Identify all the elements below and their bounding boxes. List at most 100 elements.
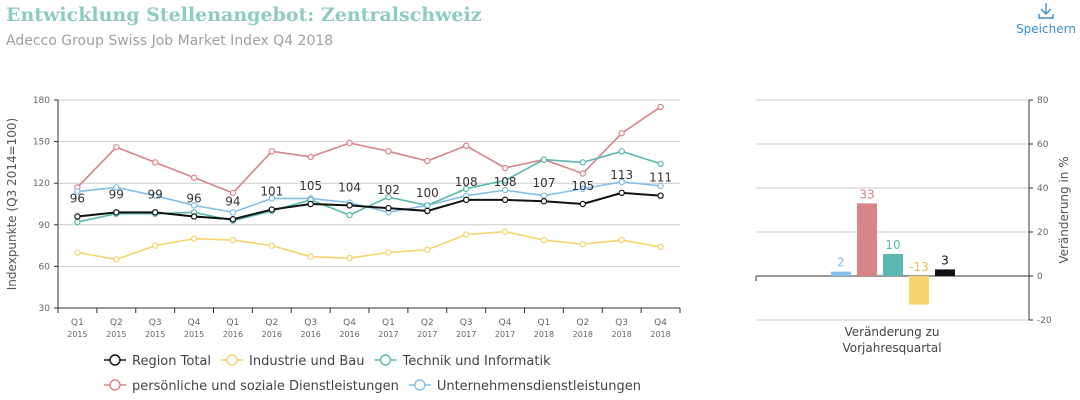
data-point [579, 241, 587, 248]
data-point [113, 256, 120, 263]
data-label: 105 [299, 179, 322, 193]
y-axis-label: Veränderung in % [1057, 156, 1071, 263]
x-tick-label: Q2 [576, 318, 589, 328]
data-point [151, 159, 159, 166]
data-label: 99 [109, 187, 124, 201]
series-line [77, 230, 661, 261]
data-point [579, 170, 587, 177]
data-point [151, 242, 159, 249]
series-line [77, 191, 661, 221]
data-point [346, 254, 353, 262]
x-tick-label-year: 2017 [495, 330, 515, 339]
data-label: 113 [610, 168, 633, 182]
data-label: 108 [494, 175, 517, 189]
data-point [540, 236, 548, 244]
data-point [307, 253, 314, 260]
data-point [190, 174, 198, 181]
legend-marker [379, 354, 392, 366]
x-tick-label: Q3 [149, 318, 162, 328]
legend-label: Region Total [132, 354, 211, 369]
data-point [657, 243, 664, 251]
data-point [462, 196, 470, 204]
y-tick-label: -20 [1037, 316, 1052, 326]
data-point [229, 209, 237, 216]
data-point [501, 186, 509, 194]
bar [909, 276, 929, 305]
x-tick-label: Q1 [71, 318, 84, 328]
x-tick-label-year: 2015 [184, 330, 204, 339]
legend-marker [109, 354, 121, 366]
data-point [462, 142, 470, 149]
chart-title: Entwicklung Stellenangebot: Zentralschwe… [6, 4, 482, 26]
bar-label: 33 [859, 187, 874, 201]
data-point [579, 185, 587, 192]
data-point [540, 156, 548, 163]
data-point [385, 193, 392, 201]
data-point [113, 184, 120, 191]
save-button[interactable]: Speichern [1016, 2, 1076, 36]
data-label: 102 [377, 183, 400, 197]
data-point [346, 211, 353, 219]
data-label: 105 [571, 179, 594, 193]
x-tick-label: Q3 [460, 318, 473, 328]
data-label: 96 [186, 191, 201, 205]
x-tick-label-year: 2015 [67, 330, 87, 339]
data-point [113, 209, 120, 216]
data-point [618, 178, 625, 186]
data-point [268, 206, 276, 213]
data-point [424, 202, 431, 209]
save-label: Speichern [1016, 22, 1076, 36]
bar [857, 203, 877, 276]
data-label: 100 [416, 186, 439, 200]
y-tick-label: 40 [1037, 184, 1049, 194]
y-tick-label: 20 [1037, 228, 1049, 238]
legend-marker [226, 354, 238, 366]
y-tick-label: 30 [39, 304, 51, 314]
data-label: 94 [225, 194, 240, 208]
data-point [268, 242, 276, 249]
data-label: 101 [260, 185, 283, 199]
data-label: 107 [532, 176, 555, 190]
data-point [74, 188, 81, 195]
bar [883, 254, 903, 276]
x-tick-label: Q2 [265, 318, 278, 328]
x-tick-label-year: 2017 [417, 330, 437, 339]
x-tick-label: Q2 [421, 318, 434, 328]
data-point [190, 213, 198, 220]
data-point [74, 218, 81, 226]
bar-label: 3 [941, 253, 949, 267]
data-point [229, 236, 237, 244]
data-label: 108 [455, 175, 478, 189]
y-tick-label: 90 [39, 221, 51, 231]
x-tick-label: Q4 [188, 318, 201, 328]
data-point [346, 202, 353, 209]
x-tick-label-year: 2018 [573, 330, 593, 339]
data-point [462, 185, 470, 192]
data-point [540, 192, 548, 199]
x-tick-label-year: 2015 [106, 330, 126, 339]
y-tick-label: 60 [1037, 140, 1049, 150]
data-point [618, 189, 625, 197]
data-point [462, 231, 470, 238]
x-tick-label-year: 2016 [339, 330, 359, 339]
bar-label: 10 [885, 238, 900, 252]
data-label: 111 [649, 171, 672, 185]
y-tick-label: 80 [1037, 96, 1049, 106]
x-tick-label-year: 2016 [262, 330, 282, 339]
data-point [113, 143, 120, 151]
data-point [307, 153, 314, 161]
data-point [424, 207, 431, 215]
data-point [268, 195, 276, 202]
x-tick-label: Q3 [304, 318, 317, 328]
data-point [657, 192, 664, 199]
data-point [579, 200, 587, 208]
data-point [424, 157, 431, 165]
series-line [76, 106, 662, 194]
x-tick-label: Q3 [615, 318, 628, 328]
data-point [229, 216, 237, 223]
data-point [657, 160, 664, 167]
download-icon [1038, 3, 1054, 19]
data-point [618, 130, 625, 137]
data-point [501, 196, 509, 204]
